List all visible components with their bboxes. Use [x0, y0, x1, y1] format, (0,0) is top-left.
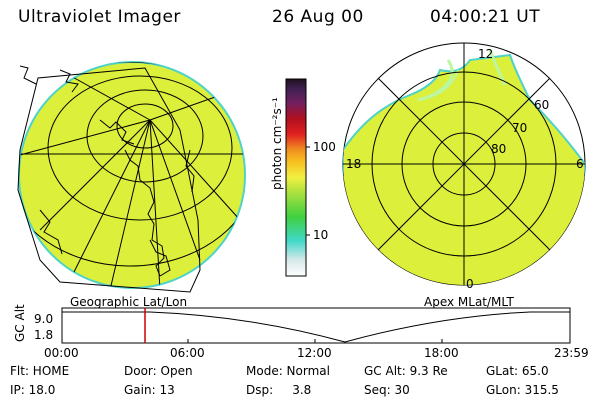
earth-disk: [18, 61, 246, 289]
timeline-frame: [61, 307, 571, 344]
info-mode: Mode: Normal: [246, 364, 330, 378]
timeline-ytick-high: 9.0: [34, 312, 54, 326]
geographic-image: [17, 61, 246, 293]
info-glat: GLat: 65.0: [486, 364, 549, 378]
timeline-xtick-0600: 06:00: [170, 346, 205, 360]
mlat-label-60: 60: [534, 98, 550, 112]
info-door: Door: Open: [124, 364, 193, 378]
mlat-label-70: 70: [512, 121, 528, 135]
lat-lon-grid: [19, 62, 245, 288]
magnetic-panel-label: Apex MLat/MLT: [424, 295, 514, 309]
polar-grid: [343, 43, 585, 285]
geographic-panel-label: Geographic Lat/Lon: [70, 295, 188, 309]
coastlines: [19, 65, 195, 277]
colorbar-tick-100: 100: [313, 140, 336, 154]
colorbar-unit-label: photon cm⁻²s⁻¹: [270, 97, 284, 190]
mlt-label-18: 18: [346, 157, 362, 171]
orbit-altitude-timeline: [61, 307, 571, 344]
info-flight: Flt: HOME: [10, 364, 70, 378]
mlt-label-12: 12: [478, 47, 494, 61]
info-gain: Gain: 13: [124, 383, 175, 397]
colorbar-tick-10: 10: [313, 228, 329, 242]
timeline-xtick-1200: 12:00: [297, 346, 332, 360]
altitude-curve: [62, 311, 570, 343]
timeline-xtick-0000: 00:00: [44, 346, 79, 360]
timeline-xtick-1800: 18:00: [424, 346, 459, 360]
info-glon: GLon: 315.5: [486, 383, 559, 397]
mlt-label-0: 0: [466, 277, 474, 291]
info-seq: Seq: 30: [364, 383, 410, 397]
color-scale-bar: [285, 78, 310, 277]
info-dsp: Dsp: 3.8: [246, 383, 312, 397]
mlat-label-80: 80: [491, 142, 507, 156]
timeline-axis-label: GC Alt: [13, 304, 27, 342]
magnetic-polar-image: [342, 42, 586, 286]
observation-time: 04:00:21 UT: [430, 7, 541, 27]
mlt-label-6: 6: [576, 157, 584, 171]
observation-date: 26 Aug 00: [272, 7, 364, 27]
timeline-ytick-low: 1.8: [34, 328, 54, 342]
instrument-title: Ultraviolet Imager: [18, 7, 181, 27]
info-gc-alt: GC Alt: 9.3 Re: [364, 364, 448, 378]
timeline-xtick-2359: 23:59: [554, 346, 589, 360]
info-ip: IP: 18.0: [10, 383, 56, 397]
